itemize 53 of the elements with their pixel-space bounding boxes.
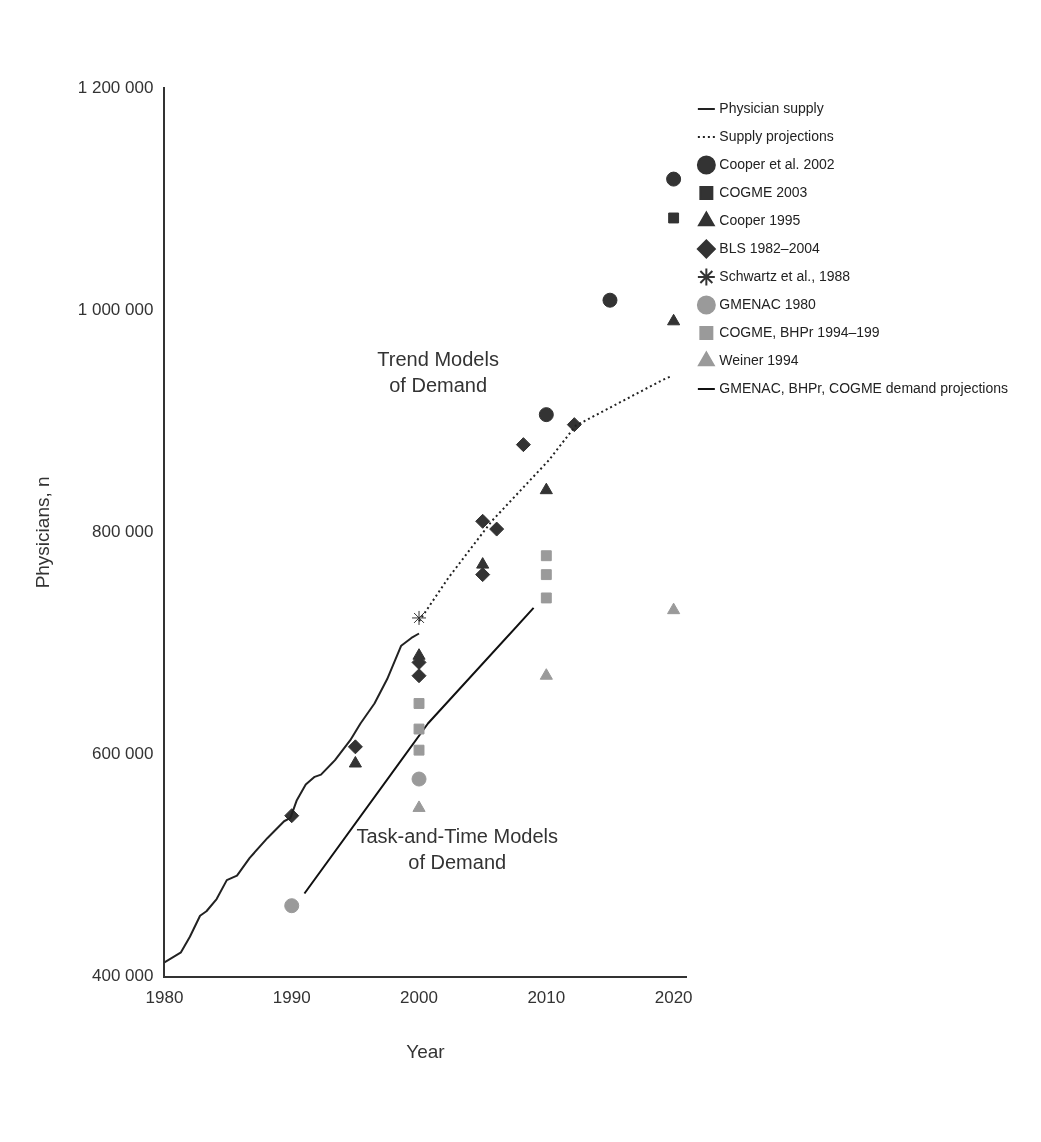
point [411,668,427,684]
legend-label: Cooper et al. 2002 [719,155,835,172]
y-tick-label: 800 000 [91,522,154,542]
point [412,648,426,660]
point [538,407,554,423]
point [347,739,363,755]
y-tick-label: 1 200 000 [77,77,154,97]
point [412,800,426,812]
legend-label: Supply projections [719,127,834,144]
point [413,723,425,735]
point [413,698,425,709]
point [348,755,362,768]
y-tick-label: 400 000 [91,966,154,986]
point [602,292,618,308]
point [667,313,681,326]
legend-label: GMENAC, BHPr, COGME demand projections [719,379,1009,396]
y-tick-label: 1 000 000 [77,299,154,319]
point [284,898,300,914]
legend-label: GMENAC 1980 [719,295,817,312]
y-tick-label: 600 000 [91,744,154,764]
point [540,569,552,581]
legend-label: Schwartz et al., 1988 [719,267,851,284]
legend-label: BLS 1982–2004 [719,239,820,256]
point [540,550,552,562]
legend-label: Physician supply [719,99,824,116]
point [475,513,491,529]
annotation: Trend Models of Demand [377,347,499,396]
point [566,417,582,433]
point [489,521,505,537]
x-tick-label: 2010 [527,987,566,1007]
point [411,610,427,626]
point [515,437,531,453]
point [666,171,682,187]
point [668,212,680,224]
point [539,482,553,495]
point [475,567,491,583]
legend-label: Cooper 1995 [719,211,801,228]
legend-label: COGME 2003 [719,183,808,200]
x-tick-label: 1980 [145,987,184,1007]
x-axis-title: Year [406,1040,446,1062]
point [476,557,490,569]
legend-label: COGME, BHPr 1994–199 [719,323,880,340]
point [667,602,681,615]
point [539,668,553,680]
annotation: Task-and-Time Models of Demand [356,825,558,874]
point [540,592,552,604]
point [411,771,427,787]
x-tick-label: 1990 [272,987,311,1007]
legend-label: Weiner 1994 [719,351,799,368]
point [413,744,425,756]
y-axis-title: Physicians, n [31,476,53,589]
x-tick-label: 2020 [654,987,693,1007]
x-tick-label: 2000 [400,987,438,1007]
